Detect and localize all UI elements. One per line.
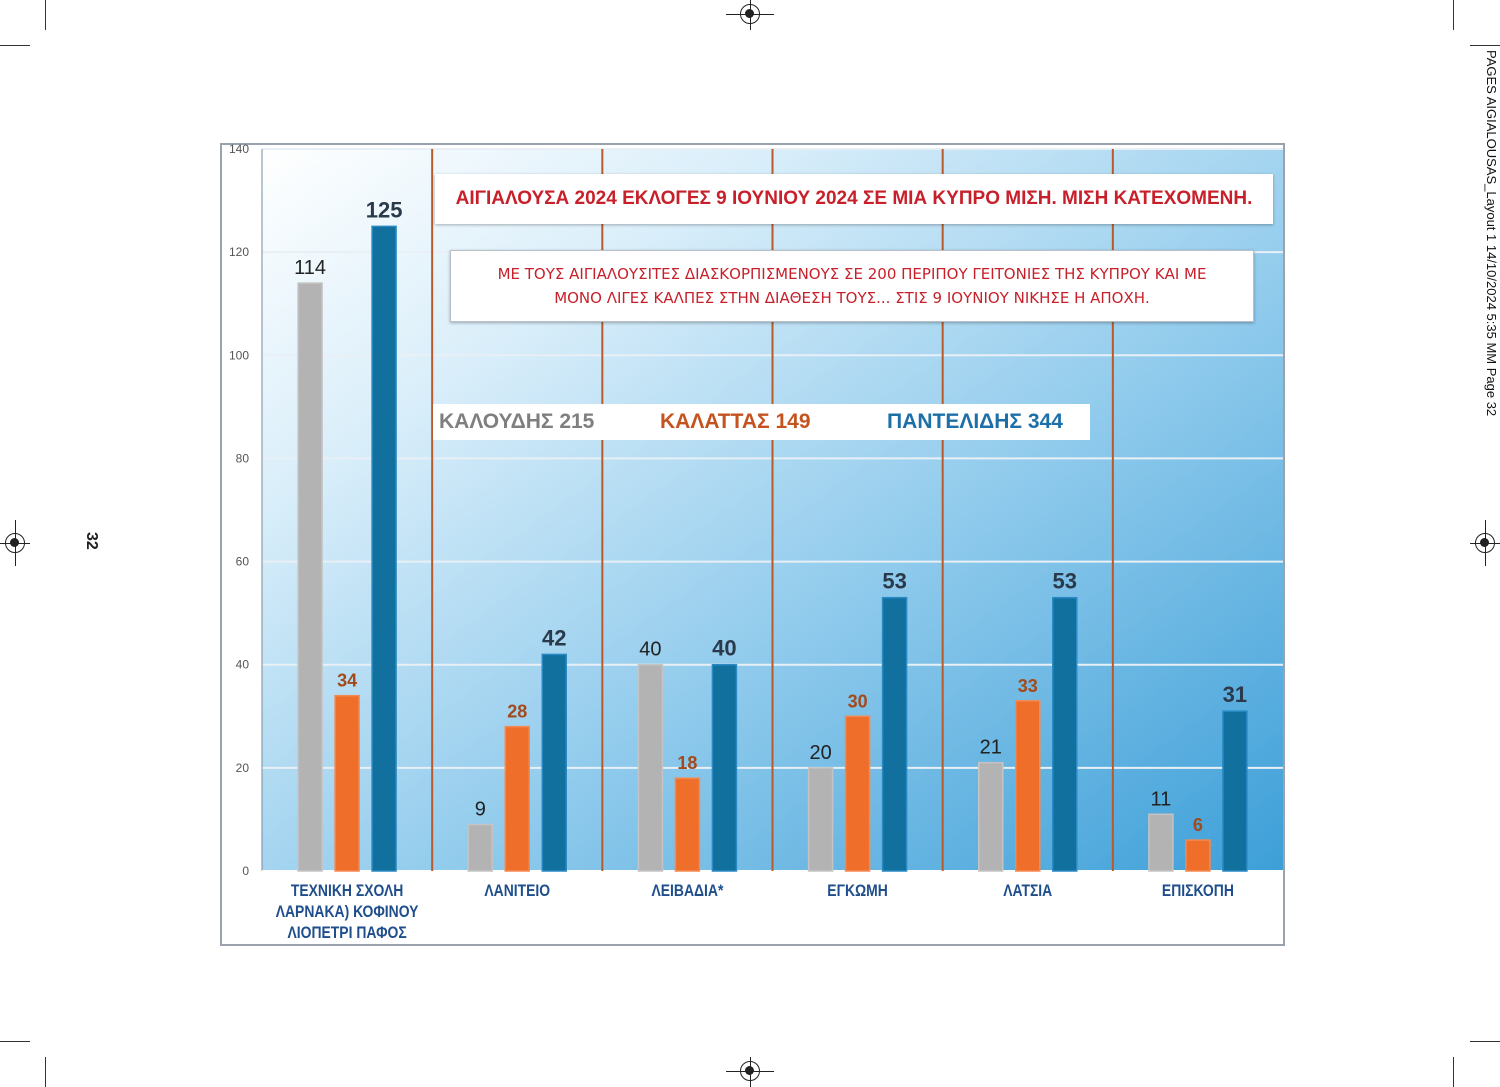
data-label: 114 <box>294 257 326 279</box>
data-label: 28 <box>507 702 527 722</box>
bar <box>1185 839 1211 872</box>
data-label: 40 <box>712 636 736 661</box>
y-tick-label: 0 <box>242 864 249 878</box>
x-category-label: ΛΕΙΒΑΔΙΑ* <box>651 882 724 901</box>
data-label: 31 <box>1223 682 1247 707</box>
data-label: 30 <box>848 691 868 711</box>
data-label: 11 <box>1151 788 1172 810</box>
bar <box>371 225 397 872</box>
crop-mark <box>1453 1057 1454 1087</box>
x-category-label: ΛΑΡΝΑΚΑ) ΚΟΦΙΝΟΥ <box>276 903 419 922</box>
chart-title: ΑΙΓΙΑΛΟΥΣΑ 2024 ΕΚΛΟΓΕΣ 9 ΙΟΥΝΙΟΥ 2024 Σ… <box>435 174 1273 224</box>
bar <box>978 761 1004 872</box>
subtitle-line: ΜΕ ΤΟΥΣ ΑΙΓΙΑΛΟΥΣΙΤΕΣ ΔΙΑΣΚΟΡΠΙΣΜΕΝΟΥΣ Σ… <box>497 265 1207 283</box>
crop-mark <box>0 45 30 46</box>
crop-mark <box>45 1057 46 1087</box>
data-label: 20 <box>809 742 831 764</box>
y-tick-label: 40 <box>236 658 250 672</box>
print-slug: PAGES AIGIALOUSAS_Layout 1 14/10/2024 5:… <box>1484 50 1499 417</box>
bar <box>541 653 567 872</box>
data-label: 125 <box>366 197 403 222</box>
bar <box>674 777 701 872</box>
data-label: 33 <box>1018 676 1038 696</box>
data-label: 42 <box>542 625 566 650</box>
crop-mark <box>1470 45 1500 46</box>
chart-subtitle: ΜΕ ΤΟΥΣ ΑΙΓΙΑΛΟΥΣΙΤΕΣ ΔΙΑΣΚΟΡΠΙΣΜΕΝΟΥΣ Σ… <box>450 250 1254 322</box>
crop-mark <box>1453 0 1454 30</box>
legend-entry-kalattas: ΚΑΛΑΤΤΑΣ 149 <box>660 410 811 433</box>
data-label: 34 <box>337 671 357 691</box>
legend-entry-kaloudis: ΚΑΛΟΥΔΗΣ 215 <box>439 410 595 433</box>
bar <box>711 663 738 872</box>
data-label: 53 <box>1053 569 1077 594</box>
bar <box>1015 700 1041 872</box>
x-category-label: ΛΙΟΠΕΤΡΙ ΠΑΦΟΣ <box>287 924 406 943</box>
legend: ΚΑΛΟΥΔΗΣ 215 ΚΑΛΑΤΤΑΣ 149 ΠΑΝΤΕΛΙΔΗΣ 344 <box>433 404 1090 440</box>
y-tick-label: 120 <box>229 245 249 259</box>
bar <box>467 823 493 872</box>
y-tick-label: 20 <box>236 761 250 775</box>
registration-mark-icon <box>740 4 760 24</box>
x-category-label: ΤΕΧΝΙΚΗ ΣΧΟΛΗ <box>291 882 403 901</box>
bar <box>881 596 908 872</box>
bar <box>297 282 323 872</box>
y-tick-label: 140 <box>229 142 249 156</box>
data-label: 9 <box>475 799 486 821</box>
page-number: 32 <box>83 532 100 550</box>
data-label: 53 <box>882 569 906 594</box>
y-tick-label: 60 <box>236 555 250 569</box>
x-category-label: ΕΓΚΩΜΗ <box>827 882 888 901</box>
x-category-label: ΛΑΝΙΤΕΙΟ <box>484 882 550 901</box>
bar <box>844 715 871 872</box>
data-label: 6 <box>1193 815 1203 835</box>
data-label: 40 <box>639 639 661 661</box>
subtitle-line: ΜΟΝΟ ΛΙΓΕΣ ΚΑΛΠΕΣ ΣΤΗΝ ΔΙΑΘΕΣΗ ΤΟΥΣ... Σ… <box>554 289 1150 307</box>
bar <box>807 767 834 872</box>
registration-mark-icon <box>740 1061 760 1081</box>
x-category-label: ΕΠΙΣΚΟΠΗ <box>1162 882 1234 901</box>
crop-mark <box>45 0 46 30</box>
legend-entry-pantelidis: ΠΑΝΤΕΛΙΔΗΣ 344 <box>887 410 1063 433</box>
bar <box>1222 710 1248 872</box>
bar <box>504 725 530 872</box>
data-label: 21 <box>980 737 1002 759</box>
bar <box>1148 813 1174 872</box>
bar <box>334 694 360 872</box>
x-category-label: ΛΑΤΣΙΑ <box>1003 882 1052 901</box>
data-label: 18 <box>677 753 697 773</box>
registration-mark-icon <box>5 533 25 553</box>
bar <box>1052 596 1078 872</box>
y-tick-label: 100 <box>229 348 249 362</box>
registration-mark-icon <box>1475 533 1495 553</box>
crop-mark <box>1470 1041 1500 1042</box>
crop-mark <box>0 1041 30 1042</box>
bar <box>637 663 664 872</box>
y-tick-label: 80 <box>236 451 250 465</box>
